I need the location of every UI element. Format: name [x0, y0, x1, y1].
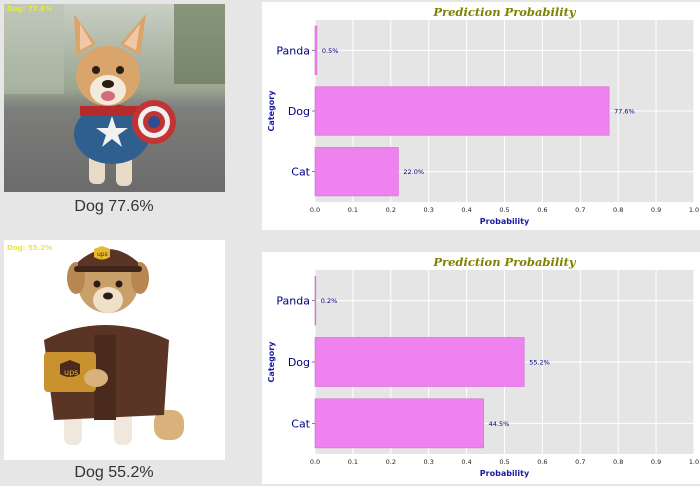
category-tick-label: Dog: [288, 105, 310, 118]
data-label: 22.0%: [403, 168, 424, 176]
svg-text:ups: ups: [97, 251, 108, 258]
data-label: 44.5%: [489, 420, 510, 428]
prediction-overlay-label: Dog: 77.6%: [7, 5, 53, 13]
bar-dog: [314, 86, 610, 136]
bar-panda: [314, 25, 318, 75]
x-tick-label: 0.6: [537, 458, 547, 466]
category-tick-label: Panda: [276, 44, 310, 57]
y-axis-label: Category: [267, 90, 276, 132]
x-tick-label: 0.3: [424, 206, 434, 214]
x-tick-label: 0.0: [310, 458, 320, 466]
prediction-caption: Dog 55.2%: [74, 464, 154, 481]
y-axis-label: Category: [267, 341, 276, 383]
data-label: 77.6%: [614, 108, 635, 116]
x-axis-label: Probability: [480, 469, 530, 478]
x-tick-label: 0.2: [386, 206, 396, 214]
result-panel-2: ups ups Dog: 55.2% Dog 55.2%: [0, 240, 228, 486]
data-label: 0.5%: [322, 47, 339, 55]
svg-text:ups: ups: [64, 368, 78, 377]
x-tick-label: 0.2: [386, 458, 396, 466]
x-tick-label: 0.4: [461, 458, 471, 466]
category-tick-label: Cat: [291, 417, 310, 430]
x-axis-label: Probability: [480, 217, 530, 226]
category-tick-label: Dog: [288, 356, 310, 369]
chart-title: Prediction Probability: [432, 5, 576, 19]
x-tick-label: 0.1: [348, 206, 358, 214]
bar-dog: [314, 337, 525, 387]
prediction-caption: Dog 77.6%: [74, 198, 154, 215]
x-tick-label: 0.3: [424, 458, 434, 466]
bar-cat: [314, 147, 399, 197]
bar-panda: [314, 275, 317, 326]
x-tick-label: 0.9: [651, 206, 661, 214]
corgi-photo: Dog: 77.6%: [4, 4, 225, 192]
x-tick-label: 0.8: [613, 458, 623, 466]
x-tick-label: 0.6: [537, 206, 547, 214]
x-tick-label: 0.1: [348, 458, 358, 466]
category-tick-label: Panda: [276, 295, 310, 308]
result-panel-1: Dog: 77.6% Dog 77.6%: [0, 0, 228, 240]
x-tick-label: 0.7: [575, 206, 585, 214]
x-tick-label: 0.9: [651, 458, 661, 466]
bar-chart: Prediction Probability 0.0 0.1 0.2 0.3 0.4 0.5…: [267, 5, 699, 226]
chart-title: Prediction Probability: [432, 255, 576, 269]
x-tick-label: 0.0: [310, 206, 320, 214]
data-label: 55.2%: [529, 359, 550, 367]
category-tick-label: Cat: [291, 166, 310, 179]
dog-costume-photo: ups ups Dog: 55.2%: [4, 240, 225, 460]
x-tick-label: 1.0: [689, 458, 699, 466]
x-tick-label: 0.7: [575, 458, 585, 466]
x-tick-label: 0.5: [499, 206, 509, 214]
prediction-overlay-label: Dog: 55.2%: [7, 244, 53, 252]
corgi-with-shield-photo-icon: [4, 4, 225, 192]
x-tick-label: 0.5: [499, 458, 509, 466]
bar-chart: Prediction Probability 0.0 0.1 0.2 0.3 0.4 0.5…: [267, 255, 699, 478]
x-tick-label: 0.8: [613, 206, 623, 214]
x-tick-label: 1.0: [689, 206, 699, 214]
prediction-chart-1: Prediction Probability 0.0 0.1 0.2 0.3 0.4 0.5…: [262, 2, 700, 230]
prediction-chart-2: Prediction Probability 0.0 0.1 0.2 0.3 0.4 0.5…: [262, 252, 700, 484]
dog-in-delivery-costume-photo-icon: ups ups: [4, 240, 225, 460]
x-tick-label: 0.4: [461, 206, 471, 214]
data-label: 0.2%: [321, 297, 338, 305]
bar-cat: [314, 398, 484, 449]
